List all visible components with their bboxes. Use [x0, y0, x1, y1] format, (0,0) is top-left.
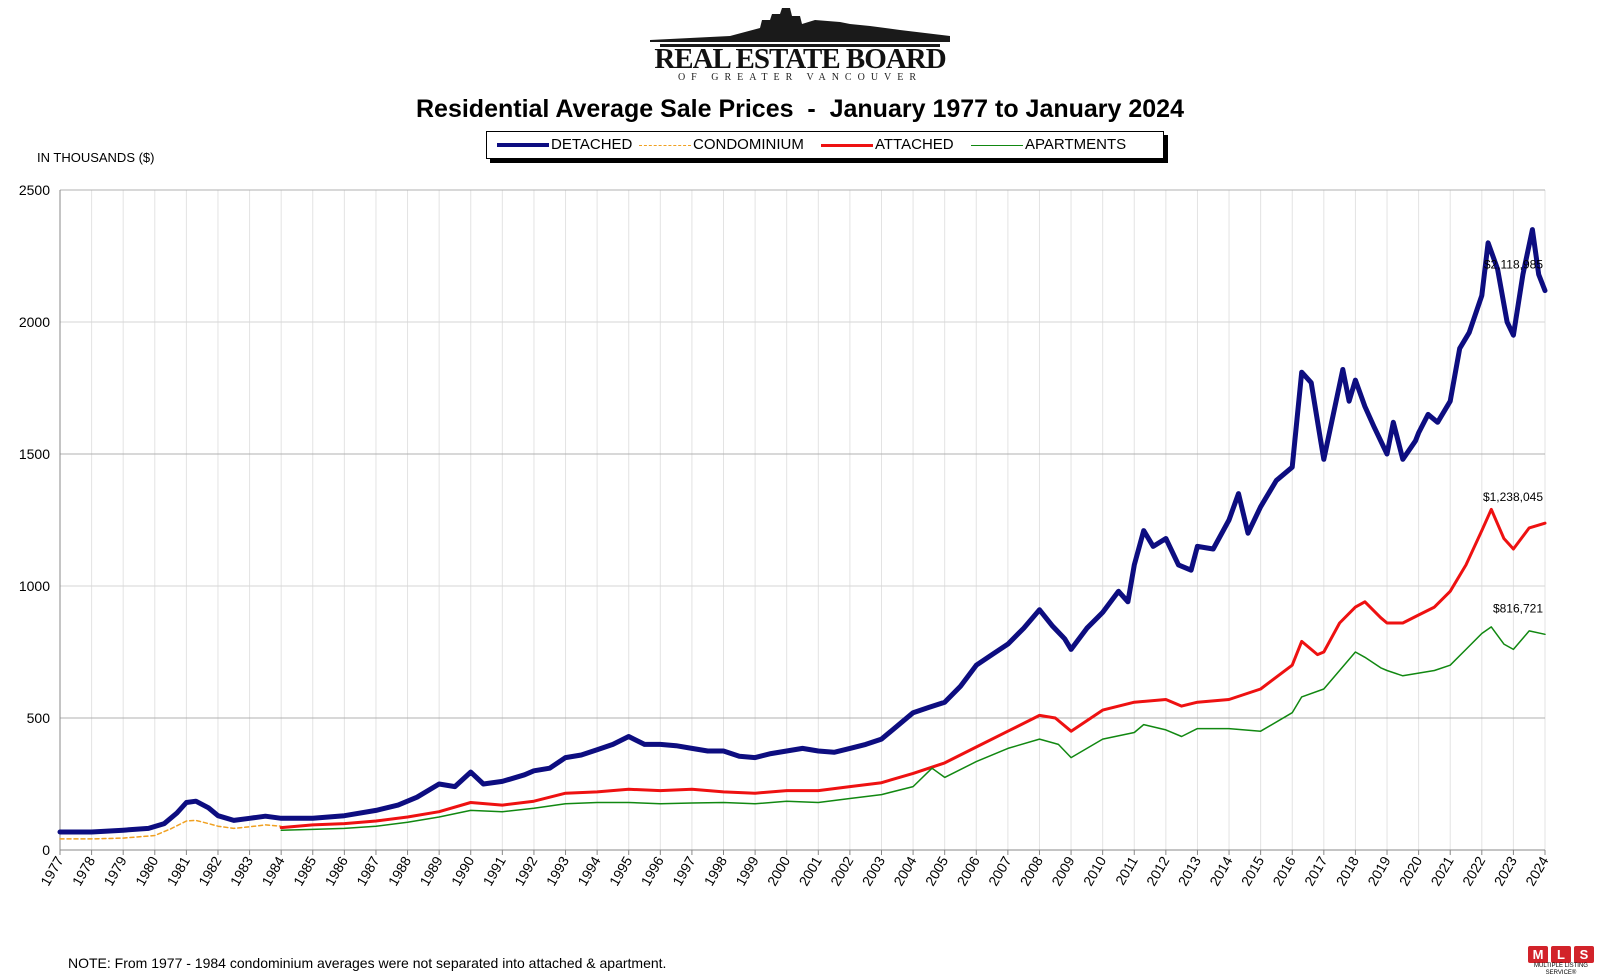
x-tick-label: 1994	[574, 853, 604, 888]
y-tick-label: 1000	[19, 578, 50, 594]
x-tick-label: 2009	[1048, 853, 1078, 888]
legend-label-apartments: APARTMENTS	[1025, 136, 1127, 153]
skyline-logo-icon	[650, 8, 950, 47]
series-line-condominium	[59, 819, 282, 840]
x-tick-label: 2017	[1301, 853, 1331, 888]
logo-subtitle: OF GREATER VANCOUVER	[677, 72, 923, 83]
legend-swatch-apartments	[971, 144, 1023, 146]
value-annotation-apartments: $816,721	[1493, 601, 1543, 615]
x-tick-label: 2011	[1112, 853, 1141, 887]
mls-letter-m: M	[1528, 946, 1548, 963]
x-tick-label: 2023	[1491, 853, 1521, 888]
x-tick-label: 1996	[637, 853, 667, 888]
grid-layer	[59, 189, 1546, 850]
x-tick-label: 2003	[859, 853, 889, 888]
x-tick-label: 1991	[480, 853, 510, 888]
mls-caption: MULTIPLE LISTING SERVICE®	[1534, 963, 1588, 976]
x-tick-label: 2004	[890, 853, 920, 888]
footnote: NOTE: From 1977 - 1984 condominium avera…	[68, 955, 667, 971]
x-tick-label: 2020	[1396, 853, 1426, 888]
x-tick-label: 1995	[606, 853, 636, 888]
x-tick-label: 1988	[385, 853, 415, 888]
x-tick-label: 1997	[669, 853, 699, 888]
x-tick-label: 1983	[227, 853, 257, 888]
x-tick-label: 1989	[416, 853, 446, 888]
y-units-label: IN THOUSANDS ($)	[37, 150, 155, 165]
x-tick-label: 2012	[1143, 853, 1173, 888]
x-tick-label: 1998	[701, 853, 731, 888]
rebgv-logo: REAL ESTATE BOARD OF GREATER VANCOUVER	[640, 6, 960, 83]
x-tick-label: 2019	[1364, 853, 1394, 888]
legend-label-condominium: CONDOMINIUM	[693, 136, 804, 153]
x-tick-label: 1993	[543, 853, 573, 888]
x-tick-label: 2021	[1427, 853, 1457, 888]
x-tick-label: 1992	[511, 853, 541, 888]
x-tick-label: 1981	[164, 853, 194, 888]
x-tick-label: 2005	[922, 853, 952, 888]
x-tick-label: 2007	[985, 853, 1015, 888]
x-tick-label: 2018	[1333, 853, 1363, 888]
x-tick-label: 1990	[448, 853, 478, 888]
legend-swatch-detached	[497, 143, 549, 148]
x-tick-label: 2008	[1017, 853, 1047, 888]
series-layer	[57, 227, 1548, 840]
x-tick-label: 2014	[1206, 853, 1236, 888]
x-tick-label: 1984	[258, 853, 288, 888]
x-tick-label: 2001	[795, 853, 825, 888]
x-tick-label: 2024	[1522, 853, 1552, 888]
x-tick-label: 1978	[69, 853, 99, 888]
x-tick-label: 2000	[764, 853, 794, 888]
x-tick-label: 2010	[1080, 853, 1110, 888]
value-annotation-detached: $2,118,985	[1484, 258, 1543, 272]
axis-layer: 0 500 1000 1500 2000 2500 1977 1978 1979 1980 1981…	[19, 182, 1552, 888]
legend-item-apartments: APARTMENTS	[971, 136, 1126, 154]
x-tick-label: 1999	[732, 853, 762, 888]
x-tick-label: 2002	[827, 853, 857, 888]
y-tick-label: 1500	[19, 446, 50, 462]
legend-item-condominium: CONDOMINIUM	[639, 136, 804, 154]
legend-item-detached: DETACHED	[497, 136, 632, 154]
y-tick-label: 2500	[19, 182, 50, 198]
value-annotation-attached: $1,238,045	[1483, 490, 1543, 504]
logo-title: REAL ESTATE BOARD	[654, 43, 946, 75]
x-tick-label: 2006	[953, 853, 983, 888]
x-tick-label: 2013	[1175, 853, 1205, 888]
y-tick-label: 500	[27, 710, 51, 726]
x-tick-label: 1986	[322, 853, 352, 888]
legend-label-detached: DETACHED	[551, 136, 633, 153]
chart-legend: DETACHED CONDOMINIUM ATTACHED APARTMENTS	[486, 131, 1164, 159]
x-tick-label: 1982	[195, 853, 225, 888]
x-tick-label: 1979	[100, 853, 130, 888]
x-tick-label: 1987	[353, 853, 383, 888]
x-tick-label: 1985	[290, 853, 320, 888]
x-tick-label: 1980	[132, 853, 162, 888]
x-tick-label: 2016	[1269, 853, 1299, 888]
annotation-layer: $2,118,985 $1,238,045 $816,721	[1483, 258, 1543, 616]
legend-swatch-attached	[821, 143, 873, 147]
series-line-attached	[279, 507, 1547, 830]
mls-letter-s: S	[1574, 946, 1594, 963]
x-tick-label: 2015	[1238, 853, 1268, 888]
legend-swatch-condominium	[639, 144, 691, 146]
x-tick-label: 2022	[1459, 853, 1489, 888]
legend-item-attached: ATTACHED	[821, 136, 954, 154]
series-line-apartments	[280, 626, 1546, 831]
legend-label-attached: ATTACHED	[875, 136, 954, 153]
y-tick-label: 2000	[19, 314, 50, 330]
mls-letter-l: L	[1551, 946, 1571, 963]
mls-logo: M L S MULTIPLE LISTING SERVICE®	[1526, 946, 1596, 976]
series-line-detached	[57, 227, 1548, 835]
x-tick-label: 1977	[37, 853, 67, 888]
y-tick-label: 0	[42, 842, 50, 858]
chart-title: Residential Average Sale Prices - Januar…	[415, 95, 1184, 123]
